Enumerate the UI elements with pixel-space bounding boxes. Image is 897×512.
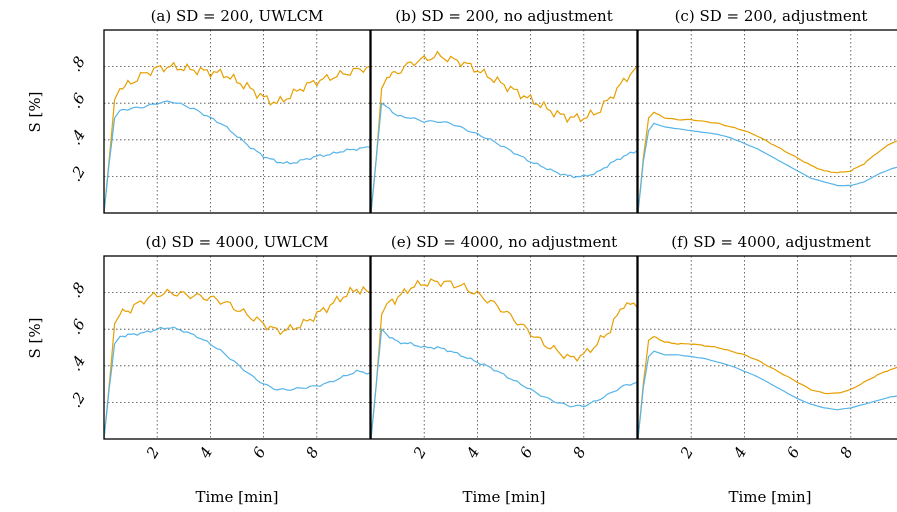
panel-title: (a) SD = 200, UWLCM (151, 7, 324, 25)
panel-2: (b) SD = 200, no adjustment (370, 7, 638, 214)
panel-title: (f) SD = 4000, adjustment (671, 233, 871, 251)
xlabel-2: Time [min] (462, 488, 545, 506)
x-tick-label: 2 (142, 444, 163, 462)
series-line-1 (637, 111, 897, 214)
series-line-2 (370, 327, 638, 440)
x-tick-label: 6 (783, 443, 804, 461)
y-tick-label: .4 (66, 353, 89, 374)
series-line-2 (370, 102, 638, 214)
panel-4: (d) SD = 4000, UWLCM .2 .4 .6 .8 2 4 6 8 (66, 233, 371, 462)
xlabel-3: Time [min] (728, 488, 811, 506)
x-tick-label: 4 (195, 444, 216, 462)
x-tick-label: 2 (676, 444, 697, 462)
y-tick-label: .2 (66, 389, 89, 410)
y-tick-label: .6 (66, 316, 89, 338)
x-tick-label: 2 (409, 444, 430, 462)
panel-title: (c) SD = 200, adjustment (675, 7, 868, 25)
x-tick-label: 8 (569, 444, 589, 461)
y-tick-label: .6 (66, 90, 89, 112)
series-line-1 (103, 61, 371, 214)
ylabel-top: S [%] (26, 91, 44, 132)
panel-title: (e) SD = 4000, no adjustment (391, 233, 617, 251)
x-tick-label: 4 (462, 444, 483, 462)
panel-5: (e) SD = 4000, no adjustment 2 4 6 8 (370, 233, 638, 462)
y-tick-label: .2 (66, 163, 89, 184)
x-tick-label: 4 (729, 444, 750, 462)
x-tick-label: 8 (302, 444, 322, 461)
plot-frame (370, 29, 638, 214)
ylabel-bottom: S [%] (26, 317, 44, 358)
panel-6: (f) SD = 4000, adjustment 2 4 6 8 (637, 233, 897, 462)
plot-frame (637, 29, 897, 214)
panel-3: (c) SD = 200, adjustment (637, 7, 897, 214)
y-tick-label: .8 (66, 279, 89, 300)
series-line-2 (103, 100, 371, 214)
y-tick-label: .4 (66, 127, 89, 148)
x-tick-label: 6 (516, 443, 537, 461)
series-line-1 (370, 278, 638, 440)
plot-frame (637, 255, 897, 440)
plot-frame (103, 29, 371, 214)
series-line-1 (637, 335, 897, 440)
panels: (a) SD = 200, UWLCM .2 .4 .6 .8 (b) SD = 200,… (66, 7, 897, 462)
x-tick-label: 6 (249, 443, 270, 461)
panel-1: (a) SD = 200, UWLCM .2 .4 .6 .8 (66, 7, 371, 214)
panel-title: (d) SD = 4000, UWLCM (145, 233, 328, 251)
plot-frame (103, 255, 371, 440)
series-line-2 (103, 326, 371, 440)
series-line-1 (370, 50, 638, 214)
series-line-2 (637, 122, 897, 214)
xlabel-1: Time [min] (195, 488, 278, 506)
series-line-1 (103, 285, 371, 440)
x-tick-label: 8 (836, 444, 856, 461)
y-tick-label: .8 (66, 53, 89, 74)
panel-title: (b) SD = 200, no adjustment (395, 7, 612, 25)
plot-frame (370, 255, 638, 440)
series-line-2 (637, 350, 897, 440)
